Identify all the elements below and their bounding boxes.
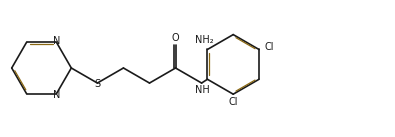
Text: N: N bbox=[53, 36, 60, 46]
Text: NH: NH bbox=[195, 85, 209, 95]
Text: NH₂: NH₂ bbox=[195, 35, 214, 45]
Text: Cl: Cl bbox=[228, 97, 238, 107]
Text: O: O bbox=[172, 33, 179, 43]
Text: N: N bbox=[53, 90, 60, 100]
Text: Cl: Cl bbox=[264, 42, 273, 52]
Text: S: S bbox=[95, 79, 101, 89]
